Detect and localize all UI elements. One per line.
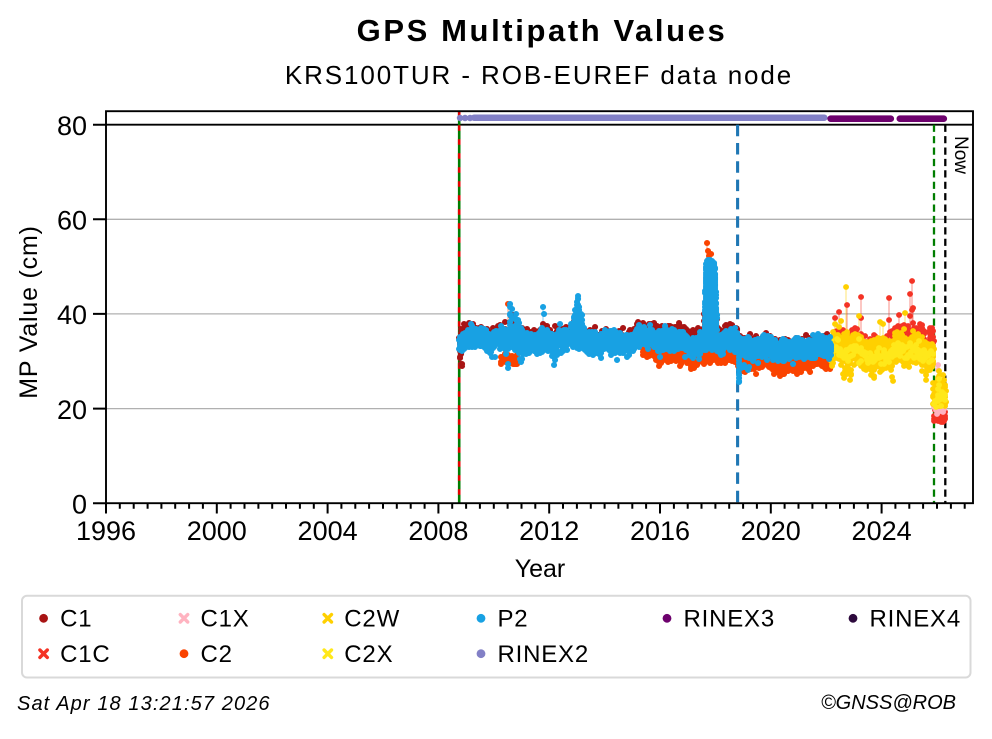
- svg-text:2004: 2004: [298, 516, 358, 546]
- svg-text:Sat Apr 18 13:21:57 2026: Sat Apr 18 13:21:57 2026: [17, 693, 271, 715]
- svg-text:C1C: C1C: [60, 641, 110, 668]
- svg-text:C2X: C2X: [344, 641, 393, 668]
- svg-text:RINEX4: RINEX4: [870, 606, 962, 633]
- svg-text:Year: Year: [515, 555, 566, 583]
- svg-text:0: 0: [72, 489, 87, 519]
- svg-text:80: 80: [57, 111, 87, 141]
- svg-text:KRS100TUR - ROB-EUREF data nod: KRS100TUR - ROB-EUREF data node: [285, 60, 793, 90]
- svg-text:MP Value (cm): MP Value (cm): [15, 225, 43, 398]
- svg-text:40: 40: [57, 300, 87, 330]
- svg-text:2024: 2024: [852, 516, 912, 546]
- svg-text:C2: C2: [201, 641, 233, 668]
- svg-text:C1X: C1X: [201, 606, 250, 633]
- svg-text:C2W: C2W: [344, 606, 400, 633]
- svg-text:2000: 2000: [187, 516, 247, 546]
- svg-text:2008: 2008: [408, 516, 468, 546]
- svg-text:2020: 2020: [741, 516, 801, 546]
- svg-text:RINEX3: RINEX3: [684, 606, 776, 633]
- svg-text:2016: 2016: [630, 516, 690, 546]
- svg-text:©GNSS@ROB: ©GNSS@ROB: [821, 692, 956, 714]
- svg-text:C1: C1: [60, 606, 92, 633]
- svg-text:20: 20: [57, 395, 87, 425]
- svg-text:60: 60: [57, 206, 87, 236]
- svg-text:RINEX2: RINEX2: [498, 641, 590, 668]
- svg-text:2012: 2012: [519, 516, 579, 546]
- svg-text:P2: P2: [498, 606, 529, 633]
- svg-text:1996: 1996: [76, 516, 136, 546]
- svg-text:Now: Now: [950, 136, 971, 174]
- svg-text:GPS Multipath Values: GPS Multipath Values: [357, 13, 728, 48]
